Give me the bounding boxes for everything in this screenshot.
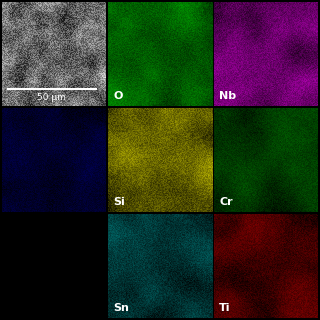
Text: 50 μm: 50 μm [37,93,66,102]
Text: Cr: Cr [219,197,233,207]
Text: Si: Si [113,197,125,207]
Text: O: O [113,91,123,101]
Text: Ti: Ti [219,303,231,313]
Text: Sn: Sn [113,303,129,313]
Text: Nb: Nb [219,91,236,101]
